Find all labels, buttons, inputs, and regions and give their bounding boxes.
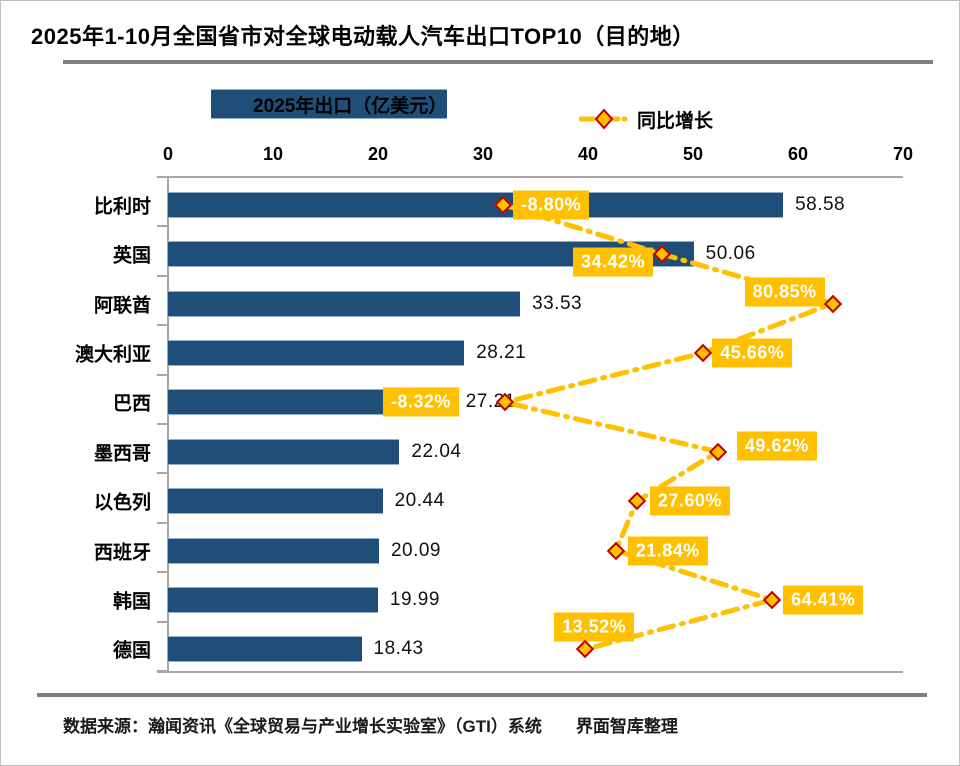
bottom-axis-line [157,671,903,673]
legend-item-export: 2025年出口（亿美元） [211,89,448,119]
growth-label: 49.62% [736,431,817,461]
growth-marker-diamond [606,541,625,560]
growth-label: 21.84% [627,536,708,565]
bar [168,438,400,465]
growth-marker-diamond [627,491,647,511]
legend-item-growth: 同比增长 [579,104,713,134]
top-axis-line [157,176,903,178]
growth-marker-diamond [708,442,728,461]
bar [168,636,362,663]
bar [168,191,784,218]
category-axis-tick [157,373,167,376]
chart-title: 2025年1-10月全国省市对全球电动载人汽车出口TOP10（目的地） [31,24,695,49]
source-note: 数据来源：瀚闻资讯《全球贸易与产业增长实验室》（GTI）系统 界面智库整理 [63,717,678,736]
growth-marker-diamond [493,195,513,214]
growth-marker-diamond [763,590,782,610]
legend: 2025年出口（亿美元） 同比增长 [1,89,959,134]
category-label: 英国 [112,245,151,267]
category-axis-tick [157,620,167,623]
growth-marker-diamond [495,393,515,412]
x-tick-label: 0 [162,144,174,164]
category-label: 墨西哥 [93,443,151,465]
x-tick-label: 10 [262,144,284,164]
bar-value-label: 22.04 [411,440,462,462]
bar-value-label: 58.58 [795,193,846,215]
category-label: 澳大利亚 [74,344,151,366]
growth-marker-diamond [652,244,672,264]
growth-label: -8.32% [382,387,459,417]
bar-value-label: 28.21 [476,341,527,363]
line-series-label: 同比增长 [637,110,714,132]
bar [168,586,378,613]
bar-value-label: 50.06 [705,243,756,265]
category-axis-line [167,176,169,672]
x-tick-label: 20 [367,144,389,164]
bar-value-label: 20.09 [390,539,441,561]
growth-label: 80.85% [744,277,825,306]
x-tick-label: 70 [892,144,914,164]
footer-divider [37,693,927,697]
x-tick-label: 50 [682,144,704,164]
category-axis-tick [157,324,167,327]
category-label: 德国 [112,640,151,662]
category-label: 以色列 [93,492,151,514]
category-label: 比利时 [93,196,151,218]
category-axis-tick [157,274,167,277]
category-axis-tick [157,521,167,524]
growth-marker-diamond [575,640,595,659]
x-tick-label: 40 [577,144,599,164]
category-label: 巴西 [112,393,151,415]
category-label: 西班牙 [93,542,151,563]
bar [168,537,379,564]
bar-value-label: 19.99 [389,588,440,610]
bar [168,339,465,366]
trend-line-legend-marker [579,108,629,130]
growth-label: 13.52% [554,612,635,642]
growth-marker-diamond [823,294,842,313]
growth-label: 45.66% [712,338,793,368]
x-tick-label: 60 [787,144,809,164]
growth-label: 64.41% [783,585,864,615]
bar [168,290,521,317]
category-label: 韩国 [112,591,151,613]
bar-value-label: 20.44 [394,490,445,512]
x-tick-label: 30 [472,144,494,164]
category-axis-tick [157,571,167,574]
category-axis-tick [157,472,167,475]
bar-series-swatch [211,96,245,112]
category-axis-tick [157,670,167,672]
category-axis-tick [157,176,167,178]
title-divider [63,60,933,64]
growth-label: -8.80% [513,190,590,220]
category-axis-tick [157,225,167,228]
bar-series-label: 2025年出口（亿美元） [253,95,448,117]
category-axis-tick [157,423,167,425]
growth-marker-diamond [694,343,713,363]
category-label: 阿联酋 [93,295,151,316]
bar-value-label: 18.43 [373,638,424,660]
bar-value-label: 33.53 [532,292,583,314]
bar [168,488,383,515]
growth-label: 34.42% [572,247,654,277]
growth-label: 27.60% [649,486,730,516]
